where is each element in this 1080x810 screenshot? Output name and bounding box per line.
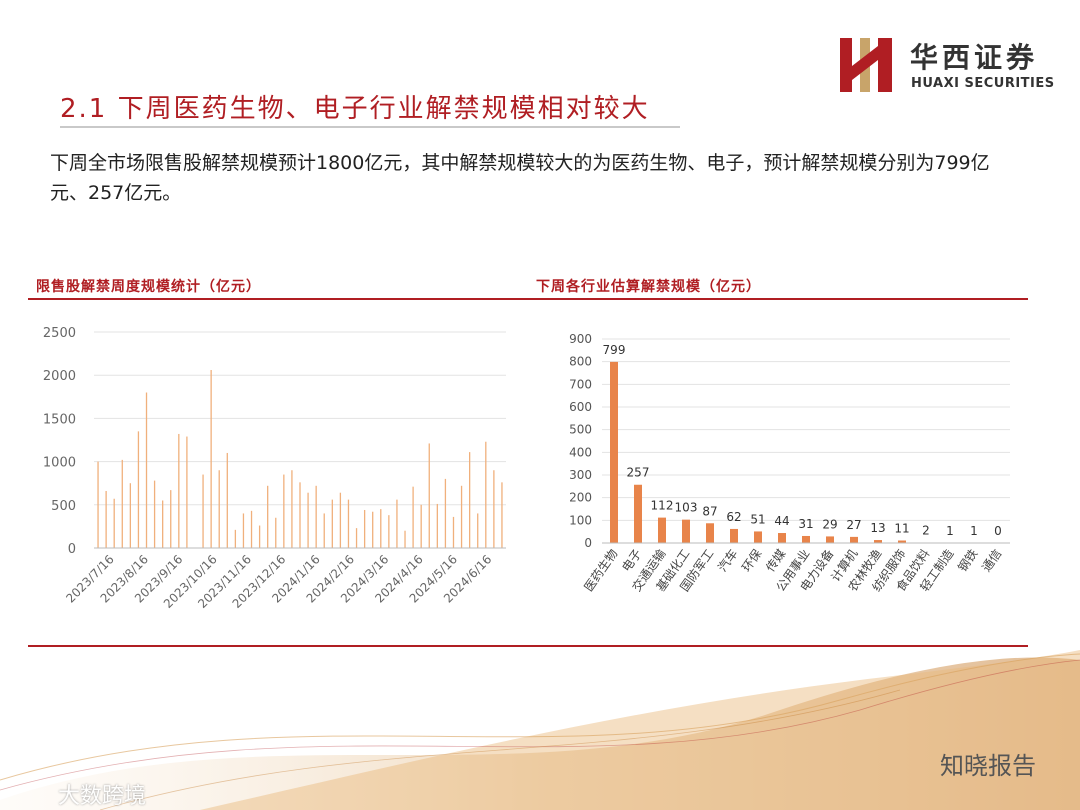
y-tick-label: 300 bbox=[569, 468, 592, 482]
bar bbox=[706, 523, 714, 543]
data-label: 51 bbox=[750, 512, 765, 526]
data-label: 87 bbox=[702, 504, 717, 518]
y-tick-label: 1000 bbox=[43, 456, 76, 471]
y-tick-label: 400 bbox=[569, 445, 592, 459]
y-tick-label: 100 bbox=[569, 513, 592, 527]
bar bbox=[730, 528, 738, 543]
data-label: 257 bbox=[627, 466, 650, 480]
bar bbox=[826, 536, 834, 543]
right-chart-title: 下周各行业估算解禁规模（亿元） bbox=[536, 279, 761, 295]
data-label: 27 bbox=[846, 518, 861, 532]
bar bbox=[778, 533, 786, 543]
logo-chinese-name: 华西证券 bbox=[910, 41, 1039, 74]
industry-unlock-chart: 0100200300400500600700800900799医药生物257电子… bbox=[569, 332, 1010, 594]
bar bbox=[850, 536, 858, 543]
y-tick-label: 900 bbox=[569, 332, 592, 346]
decorative-wave-background bbox=[0, 650, 1080, 810]
data-label: 799 bbox=[603, 343, 626, 357]
data-label: 13 bbox=[870, 521, 885, 535]
category-label: 环保 bbox=[739, 547, 764, 575]
category-label: 汽车 bbox=[714, 546, 740, 574]
huaxi-logo-mark-icon bbox=[840, 38, 892, 92]
y-tick-label: 1500 bbox=[43, 412, 76, 427]
bar bbox=[802, 535, 810, 543]
watermark-right: 知晓报告 bbox=[940, 752, 1036, 780]
data-label: 62 bbox=[726, 510, 741, 524]
watermark-left: 大数跨境 bbox=[58, 784, 147, 809]
y-tick-label: 200 bbox=[569, 491, 592, 505]
y-tick-label: 500 bbox=[569, 423, 592, 437]
y-tick-label: 0 bbox=[68, 542, 76, 557]
data-label: 112 bbox=[651, 499, 674, 513]
left-chart-title: 限售股解禁周度规模统计（亿元） bbox=[36, 279, 261, 295]
bar bbox=[634, 484, 642, 543]
category-label: 医药生物 bbox=[581, 547, 620, 594]
chart-bottom-divider bbox=[28, 645, 1028, 647]
data-label: 31 bbox=[798, 517, 813, 531]
data-label: 103 bbox=[675, 501, 698, 515]
weekly-unlock-chart: 050010001500200025002023/7/162023/8/1620… bbox=[43, 326, 506, 611]
intro-paragraph: 下周全市场限售股解禁规模预计1800亿元，其中解禁规模较大的为医药生物、电子，预… bbox=[50, 152, 990, 204]
y-tick-label: 800 bbox=[569, 355, 592, 369]
data-label: 1 bbox=[970, 524, 978, 538]
bar bbox=[682, 519, 690, 543]
y-tick-label: 700 bbox=[569, 377, 592, 391]
y-tick-label: 600 bbox=[569, 400, 592, 414]
logo-english-name: HUAXI SECURITIES bbox=[911, 76, 1055, 91]
page-title: 2.1 下周医药生物、电子行业解禁规模相对较大 bbox=[60, 94, 650, 124]
data-label: 11 bbox=[894, 522, 909, 536]
y-tick-label: 0 bbox=[584, 536, 592, 550]
bar bbox=[754, 531, 762, 543]
y-tick-label: 500 bbox=[51, 499, 76, 514]
category-label: 钢铁 bbox=[955, 547, 980, 575]
data-label: 29 bbox=[822, 517, 837, 531]
data-label: 0 bbox=[994, 524, 1002, 538]
y-tick-label: 2500 bbox=[43, 326, 76, 341]
y-tick-label: 2000 bbox=[43, 369, 76, 384]
bar bbox=[874, 540, 882, 543]
title-underline bbox=[60, 126, 680, 128]
bar bbox=[610, 361, 618, 543]
chart-top-divider bbox=[28, 298, 1028, 300]
bar bbox=[898, 540, 906, 543]
category-label: 通信 bbox=[979, 547, 1004, 575]
huaxi-logo: 华西证券 HUAXI SECURITIES bbox=[840, 36, 1060, 98]
data-label: 2 bbox=[922, 524, 930, 538]
bar bbox=[658, 517, 666, 543]
data-label: 1 bbox=[946, 524, 954, 538]
data-label: 44 bbox=[774, 514, 789, 528]
